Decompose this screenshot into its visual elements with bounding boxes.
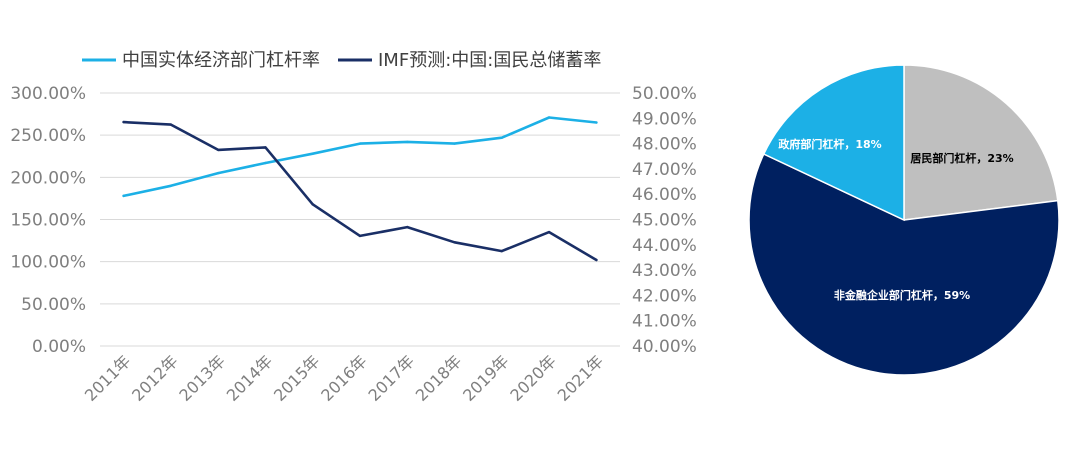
series-lines: [122, 116, 598, 262]
legend: 中国实体经济部门杠杆率 IMF预测:中国:国民总储蓄率: [82, 50, 601, 71]
right-y-tick-label: 49.00%: [632, 109, 697, 129]
point-savings-rate: [122, 120, 125, 124]
pie-label-nonfinancial-corporate: 非金融企业部门杠杆，59%: [834, 288, 970, 302]
x-tick-label: 2019年: [459, 351, 513, 405]
right-y-tick-label: 41.00%: [632, 312, 697, 332]
right-y-tick-label: 45.00%: [632, 211, 697, 231]
point-savings-rate: [358, 234, 362, 238]
right-y-tick-label: 44.00%: [632, 236, 697, 256]
point-leverage-ratio: [169, 184, 173, 187]
left-y-tick-label: 0.00%: [32, 337, 86, 357]
point-leverage-ratio: [216, 171, 220, 175]
right-y-tick-label: 48.00%: [632, 135, 697, 155]
right-y-tick-label: 46.00%: [632, 185, 697, 205]
left-y-tick-label: 100.00%: [10, 253, 86, 273]
x-tick-label: 2014年: [223, 351, 277, 405]
point-leverage-ratio: [547, 116, 551, 119]
point-leverage-ratio: [122, 194, 125, 198]
left-y-tick-label: 50.00%: [21, 295, 86, 315]
x-tick-label: 2012年: [128, 351, 182, 405]
point-savings-rate: [311, 203, 314, 206]
x-tick-label: 2013年: [175, 351, 229, 405]
point-leverage-ratio: [453, 142, 456, 145]
point-leverage-ratio: [358, 142, 362, 145]
gridlines: [100, 92, 620, 347]
point-leverage-ratio: [406, 140, 409, 144]
pie-label-household: 居民部门杠杆，23%: [910, 151, 1013, 165]
x-tick-label: 2015年: [270, 351, 324, 405]
right-y-tick-label: 40.00%: [632, 337, 697, 357]
point-savings-rate: [264, 146, 267, 149]
right-y-tick-label: 42.00%: [632, 286, 697, 306]
pie-label-government: 政府部门杠杆，18%: [778, 137, 881, 151]
right-y-tick-label: 47.00%: [632, 160, 697, 180]
pie-chart: 居民部门杠杆，23% 非金融企业部门杠杆，59% 政府部门杠杆，18%: [748, 64, 1060, 376]
pie-slice-government: [762, 64, 905, 222]
x-tick-label: 2021年: [554, 351, 608, 405]
x-tick-label: 2017年: [365, 351, 419, 405]
x-tick-label: 2016年: [317, 351, 371, 405]
point-savings-rate: [169, 123, 173, 126]
pie-slice-household: [903, 64, 1059, 221]
x-axis: 2011年2012年2013年2014年2015年2016年2017年2018年…: [81, 351, 607, 405]
left-y-tick-label: 200.00%: [10, 168, 86, 188]
x-tick-label: 2018年: [412, 351, 466, 405]
point-savings-rate: [453, 241, 456, 244]
point-leverage-ratio: [264, 161, 267, 165]
point-savings-rate: [406, 225, 409, 229]
point-leverage-ratio: [500, 136, 504, 139]
legend-label-leverage: 中国实体经济部门杠杆率: [122, 50, 320, 71]
x-tick-label: 2020年: [506, 351, 560, 405]
left-y-tick-label: 300.00%: [10, 84, 86, 104]
point-leverage-ratio: [311, 152, 314, 155]
left-y-axis: 0.00% 50.00% 100.00% 150.00% 200.00% 250.00% 3…: [10, 84, 86, 357]
right-y-axis: 40.00% 41.00% 42.00% 43.00% 44.00% 45.00% 46.0…: [632, 84, 697, 357]
point-leverage-ratio: [595, 121, 598, 124]
x-tick-label: 2011年: [81, 351, 135, 405]
left-y-tick-label: 250.00%: [10, 126, 86, 146]
point-savings-rate: [595, 258, 598, 262]
point-savings-rate: [216, 148, 220, 152]
pie-slice-nonfinancial-corporate: [748, 153, 1060, 376]
point-savings-rate: [500, 249, 504, 253]
right-y-tick-label: 50.00%: [632, 84, 697, 104]
point-savings-rate: [547, 230, 551, 234]
line-leverage-ratio: [122, 116, 598, 198]
right-y-tick-label: 43.00%: [632, 261, 697, 281]
legend-label-savings: IMF预测:中国:国民总储蓄率: [378, 50, 601, 71]
left-y-tick-label: 150.00%: [10, 211, 86, 231]
